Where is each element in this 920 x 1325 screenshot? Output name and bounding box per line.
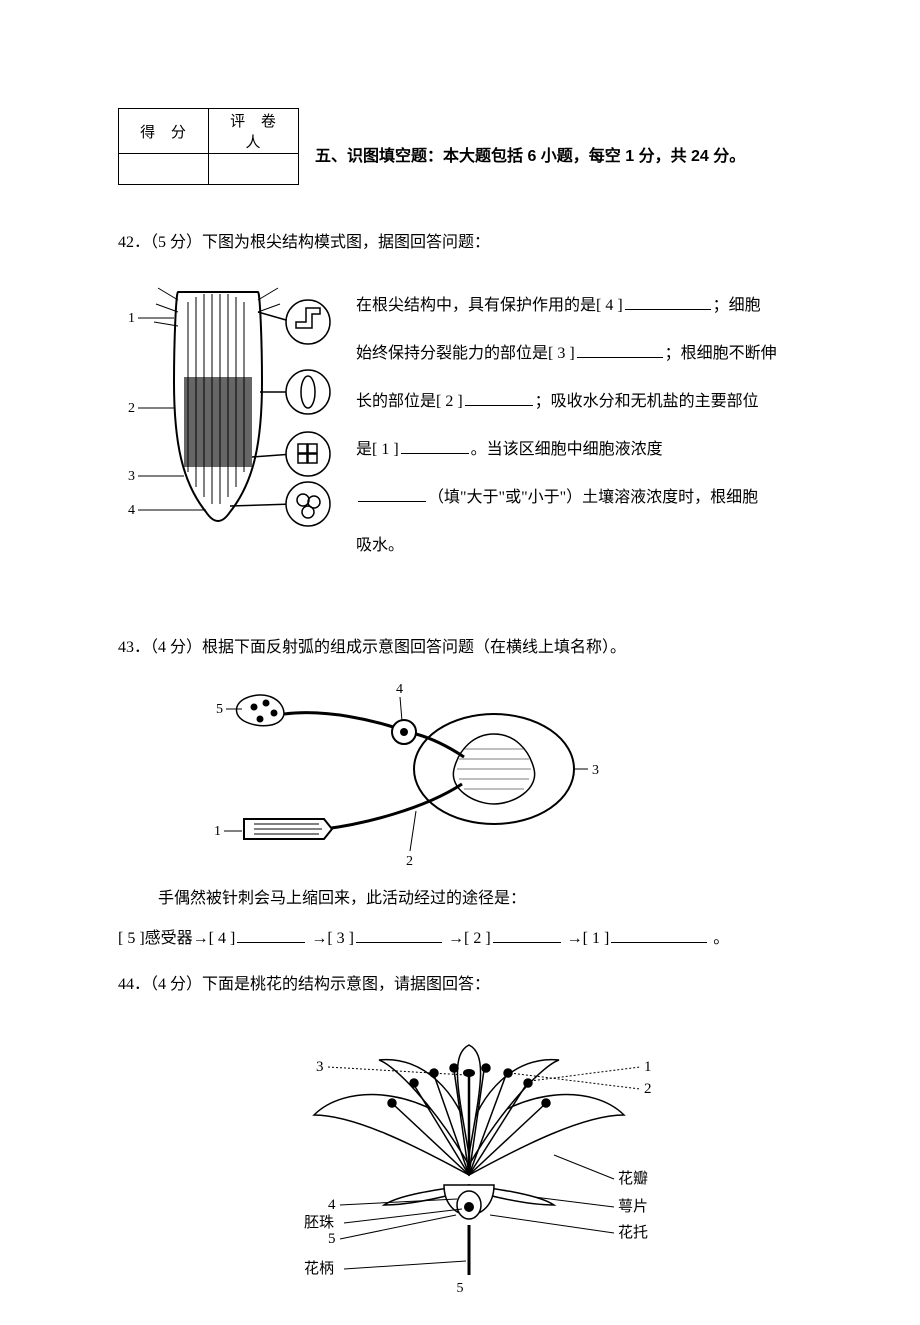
q42-line1a: 在根尖结构中，具有保护作用的是[ 4 ] <box>356 297 623 314</box>
q43-label-3: 3 <box>592 763 599 778</box>
q44-head: 44．（4 分）下面是桃花的结构示意图，请据图回答： <box>118 963 820 1008</box>
q42-line4a: 是[ 1 ] <box>356 441 399 458</box>
q44-label-ovule: 胚珠 <box>304 1214 334 1231</box>
q43-blank-3[interactable] <box>493 928 561 943</box>
page-number: 5 <box>0 1281 920 1297</box>
q42-line3b: ；吸收水分和无机盐的主要部位 <box>535 393 759 410</box>
q42-head: 42．（5 分）下图为根尖结构模式图，据图回答问题： <box>118 221 820 266</box>
q43-intro: 手偶然被针刺会马上缩回来，此活动经过的途径是： <box>158 877 820 922</box>
q43-blank-4[interactable] <box>611 928 707 943</box>
q42-line3a: 长的部位是[ 2 ] <box>356 393 463 410</box>
q42-line6: 吸水。 <box>356 522 820 570</box>
q44-label-petal: 花瓣 <box>618 1170 648 1187</box>
q44-label-4: 4 <box>328 1197 336 1213</box>
q43-path-d: →[ 1 ] <box>567 930 610 947</box>
q43-label-4: 4 <box>396 682 403 697</box>
q44-flower-figure: 3 4 胚珠 5 花柄 1 2 花瓣 萼片 花托 <box>234 1025 704 1285</box>
q42-root-tip-figure: 1 2 3 4 <box>118 282 338 532</box>
q43-label-5: 5 <box>216 702 223 717</box>
q42-line2a: 始终保持分裂能力的部位是[ 3 ] <box>356 345 575 362</box>
q44-label-stalk: 花柄 <box>304 1260 334 1277</box>
q43-label-1: 1 <box>214 824 221 839</box>
q42-blank-2[interactable] <box>577 343 663 358</box>
q42-label-1: 1 <box>128 311 135 326</box>
q43-path-a: [ 5 ]感受器→[ 4 ] <box>118 930 235 947</box>
q43-path-b: →[ 3 ] <box>311 930 354 947</box>
q42-blank-5[interactable] <box>358 487 426 502</box>
q42-label-4: 4 <box>128 503 135 518</box>
score-value-right <box>209 154 299 185</box>
q42-blank-4[interactable] <box>401 439 469 454</box>
score-value-left <box>119 154 209 185</box>
q44-label-5: 5 <box>328 1231 336 1247</box>
q42-label-3: 3 <box>128 469 135 484</box>
q43-path-e: 。 <box>713 930 729 947</box>
q44-label-1: 1 <box>644 1059 652 1075</box>
q43-blank-2[interactable] <box>356 928 442 943</box>
score-header-right: 评 卷 人 <box>209 109 299 154</box>
q44-label-recept: 花托 <box>618 1224 648 1241</box>
q43-label-2: 2 <box>406 854 413 869</box>
q44-label-2: 2 <box>644 1081 652 1097</box>
score-header-left: 得 分 <box>119 109 209 154</box>
q43-blank-1[interactable] <box>237 928 305 943</box>
q42-line1b: ；细胞 <box>713 297 761 314</box>
q42-label-2: 2 <box>128 401 135 416</box>
q43-path-c: →[ 2 ] <box>448 930 491 947</box>
q43-reflex-arc-figure: 5 4 3 2 1 <box>174 679 604 869</box>
score-table: 得 分 评 卷 人 <box>118 108 299 185</box>
q42-line2b: ；根细胞不断伸 <box>665 345 777 362</box>
section-title: 五、识图填空题：本大题包括 6 小题，每空 1 分，共 24 分。 <box>315 142 745 166</box>
q42-line4b: 。当该区细胞中细胞液浓度 <box>471 441 663 458</box>
q42-blank-3[interactable] <box>465 391 533 406</box>
q44-label-sepal: 萼片 <box>618 1198 648 1215</box>
q42-line5a: （填"大于"或"小于"）土壤溶液浓度时，根细胞 <box>428 489 758 506</box>
q43-head: 43．（4 分）根据下面反射弧的组成示意图回答问题（在横线上填名称）。 <box>118 626 820 671</box>
q42-blank-1[interactable] <box>625 295 711 310</box>
q44-label-3: 3 <box>316 1059 324 1075</box>
